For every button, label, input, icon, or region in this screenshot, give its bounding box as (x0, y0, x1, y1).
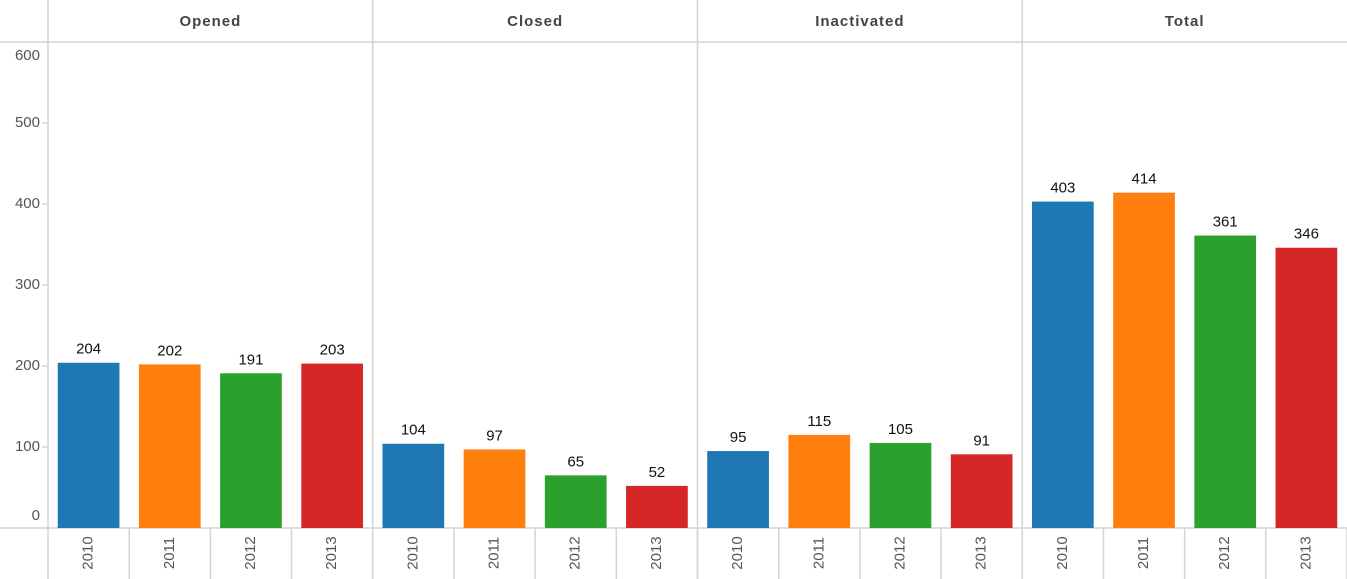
x-tick-label: 2010 (729, 536, 746, 569)
bar (1194, 235, 1257, 528)
value-label: 95 (730, 429, 747, 446)
panel-header: Opened (179, 13, 241, 30)
value-label: 97 (486, 427, 503, 444)
x-tick-label: 2013 (648, 536, 665, 569)
value-label: 361 (1213, 214, 1238, 231)
x-tick-label: 2012 (242, 536, 259, 569)
value-label: 204 (76, 341, 101, 358)
value-label: 191 (238, 351, 263, 368)
x-tick-label: 2010 (404, 536, 421, 569)
x-tick-label: 2011 (486, 537, 503, 569)
panel-header: Closed (507, 13, 563, 30)
bar (301, 363, 364, 528)
value-label: 104 (401, 422, 426, 439)
bar (1113, 192, 1175, 528)
y-tick-label: 300 (15, 276, 40, 293)
value-label: 65 (567, 453, 584, 470)
x-tick-label: 2011 (810, 537, 827, 569)
bar (544, 475, 607, 528)
y-tick-label: 500 (15, 114, 40, 131)
bar (707, 451, 769, 528)
x-tick-label: 2012 (891, 536, 908, 569)
bar (1275, 247, 1338, 529)
x-tick-label: 2011 (1135, 537, 1152, 569)
panel-header: Inactivated (815, 13, 904, 30)
panel-header: Total (1165, 13, 1205, 30)
x-tick-label: 2013 (973, 536, 990, 569)
bar (220, 373, 282, 528)
value-label: 115 (807, 413, 831, 430)
value-label: 203 (320, 342, 345, 359)
bar (950, 454, 1013, 528)
value-label: 403 (1050, 180, 1075, 197)
x-tick-label: 2013 (1297, 536, 1314, 569)
bar (138, 364, 201, 528)
value-label: 105 (888, 421, 913, 438)
y-tick-label: 600 (15, 47, 40, 64)
bar (1031, 201, 1094, 528)
bar (788, 434, 851, 528)
value-label: 52 (649, 464, 666, 481)
x-tick-label: 2010 (1054, 536, 1071, 569)
x-tick-label: 2010 (80, 536, 97, 569)
x-tick-label: 2012 (1216, 536, 1233, 569)
bar (463, 449, 526, 528)
value-label: 202 (157, 342, 182, 359)
x-tick-label: 2011 (161, 537, 178, 569)
x-tick-label: 2013 (323, 536, 340, 569)
y-tick-label: 200 (15, 357, 40, 374)
x-tick-label: 2012 (567, 536, 584, 569)
bar (57, 362, 120, 528)
y-tick-label: 0 (32, 507, 40, 524)
value-label: 414 (1132, 171, 1157, 188)
bar (626, 485, 688, 528)
value-label: 346 (1294, 226, 1319, 243)
y-tick-label: 400 (15, 195, 40, 212)
bar (382, 443, 445, 528)
y-tick-label: 100 (15, 438, 40, 455)
value-label: 91 (973, 432, 990, 449)
bar (869, 442, 932, 528)
